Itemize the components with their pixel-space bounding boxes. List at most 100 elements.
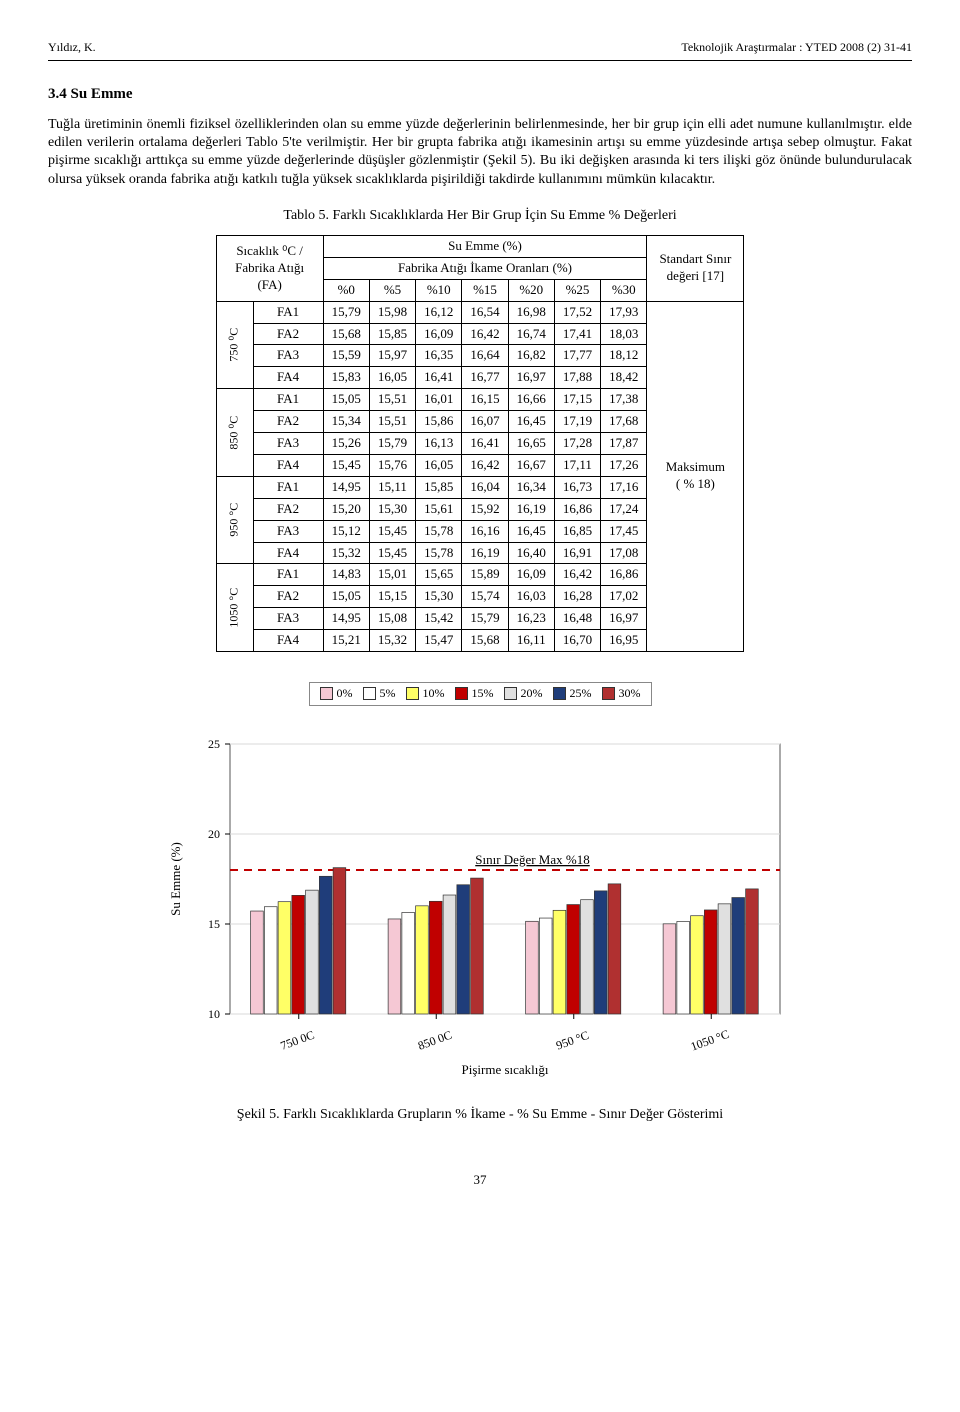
legend-item: 5% xyxy=(363,686,396,702)
table-cell: 15,85 xyxy=(416,476,462,498)
svg-text:25: 25 xyxy=(208,737,220,751)
legend-label: 20% xyxy=(521,686,543,702)
legend-label: 30% xyxy=(619,686,641,702)
table-cell: 14,83 xyxy=(323,564,369,586)
table-cell: 16,05 xyxy=(416,454,462,476)
table-cell: 16,03 xyxy=(508,586,554,608)
table-cell: 16,35 xyxy=(416,345,462,367)
legend-swatch xyxy=(455,687,468,700)
table-cell: 16,73 xyxy=(554,476,600,498)
table-cell: 16,74 xyxy=(508,323,554,345)
table-cell: 16,85 xyxy=(554,520,600,542)
table-percent-header: %5 xyxy=(369,279,415,301)
table-cell: 16,28 xyxy=(554,586,600,608)
table-cell: 16,41 xyxy=(416,367,462,389)
table-cell: 17,68 xyxy=(601,411,647,433)
table-cell: 15,30 xyxy=(369,498,415,520)
table-cell: 15,85 xyxy=(369,323,415,345)
table-cell: 16,41 xyxy=(462,433,508,455)
table-cell: 17,11 xyxy=(554,454,600,476)
legend-label: 25% xyxy=(570,686,592,702)
table-cell: 17,26 xyxy=(601,454,647,476)
table-cell: 15,08 xyxy=(369,608,415,630)
table-cell: 18,42 xyxy=(601,367,647,389)
legend-item: 10% xyxy=(406,686,445,702)
table-cell: 16,19 xyxy=(462,542,508,564)
table-temp-label: 950 °C xyxy=(216,476,253,564)
table-cell: 14,95 xyxy=(323,476,369,498)
table-temp-label: 1050 °C xyxy=(216,564,253,652)
table-cell: 15,98 xyxy=(369,301,415,323)
table-caption: Tablo 5. Farklı Sıcaklıklarda Her Bir Gr… xyxy=(48,207,912,225)
table-cell: 17,77 xyxy=(554,345,600,367)
legend-item: 20% xyxy=(504,686,543,702)
table-cell: 16,07 xyxy=(462,411,508,433)
legend-label: 15% xyxy=(472,686,494,702)
table-cell: 17,93 xyxy=(601,301,647,323)
table-cell: 16,19 xyxy=(508,498,554,520)
table-fa-label: FA4 xyxy=(253,630,323,652)
table-cell: 17,87 xyxy=(601,433,647,455)
table-cell: 16,45 xyxy=(508,520,554,542)
table-cell: 16,48 xyxy=(554,608,600,630)
legend-label: 0% xyxy=(337,686,353,702)
table-cell: 16,65 xyxy=(508,433,554,455)
table-fa-label: FA2 xyxy=(253,323,323,345)
table-cell: 15,21 xyxy=(323,630,369,652)
legend-label: 10% xyxy=(423,686,445,702)
table-cell: 15,32 xyxy=(323,542,369,564)
table-cell: 17,02 xyxy=(601,586,647,608)
header-rule xyxy=(48,60,912,61)
svg-text:1050 °C: 1050 °C xyxy=(689,1026,731,1053)
table-cell: 17,08 xyxy=(601,542,647,564)
table-percent-header: %10 xyxy=(416,279,462,301)
svg-text:Su Emme (%): Su Emme (%) xyxy=(168,842,183,916)
bar-chart: 10152025Su Emme (%)Sınır Değer Max %1875… xyxy=(160,724,800,1090)
table-cell: 16,70 xyxy=(554,630,600,652)
table-cell: 16,95 xyxy=(601,630,647,652)
table-cell: 15,32 xyxy=(369,630,415,652)
table-cell: 17,45 xyxy=(601,520,647,542)
table-fa-label: FA4 xyxy=(253,367,323,389)
table-cell: 15,47 xyxy=(416,630,462,652)
table-cell: 15,45 xyxy=(323,454,369,476)
legend-swatch xyxy=(320,687,333,700)
table-cell: 15,61 xyxy=(416,498,462,520)
table-cell: 15,01 xyxy=(369,564,415,586)
figure-caption: Şekil 5. Farklı Sıcaklıklarda Grupların … xyxy=(48,1106,912,1124)
table-cell: 15,05 xyxy=(323,389,369,411)
table-cell: 17,19 xyxy=(554,411,600,433)
table-cell: 15,34 xyxy=(323,411,369,433)
table-cell: 16,12 xyxy=(416,301,462,323)
table-percent-header: %25 xyxy=(554,279,600,301)
table-cell: 15,20 xyxy=(323,498,369,520)
table-header-center-top: Su Emme (%) xyxy=(323,236,647,258)
table-cell: 16,09 xyxy=(416,323,462,345)
table-cell: 15,97 xyxy=(369,345,415,367)
table-cell: 16,86 xyxy=(601,564,647,586)
table-fa-label: FA2 xyxy=(253,586,323,608)
table-cell: 16,67 xyxy=(508,454,554,476)
table-cell: 16,11 xyxy=(508,630,554,652)
table-cell: 17,16 xyxy=(601,476,647,498)
table-cell: 17,88 xyxy=(554,367,600,389)
table-fa-label: FA2 xyxy=(253,498,323,520)
table-cell: 16,01 xyxy=(416,389,462,411)
table-cell: 16,97 xyxy=(601,608,647,630)
legend-item: 30% xyxy=(602,686,641,702)
table-cell: 15,78 xyxy=(416,520,462,542)
table-cell: 16,66 xyxy=(508,389,554,411)
table-fa-label: FA4 xyxy=(253,542,323,564)
table-header-right: Standart Sınır değeri [17] xyxy=(647,236,744,302)
table-temp-label: 850 ⁰C xyxy=(216,389,253,477)
table-cell: 15,79 xyxy=(323,301,369,323)
svg-text:Pişirme sıcaklığı: Pişirme sıcaklığı xyxy=(461,1062,548,1077)
section-heading: 3.4 Su Emme xyxy=(48,85,912,105)
table-cell: 15,83 xyxy=(323,367,369,389)
table-cell: 17,24 xyxy=(601,498,647,520)
running-header: Yıldız, K. Teknolojik Araştırmalar : YTE… xyxy=(48,40,912,56)
legend-swatch xyxy=(504,687,517,700)
chart-legend: 0% 5% 10% 15% 20% 25% 30% xyxy=(309,682,652,706)
table-fa-label: FA2 xyxy=(253,411,323,433)
table-cell: 15,76 xyxy=(369,454,415,476)
